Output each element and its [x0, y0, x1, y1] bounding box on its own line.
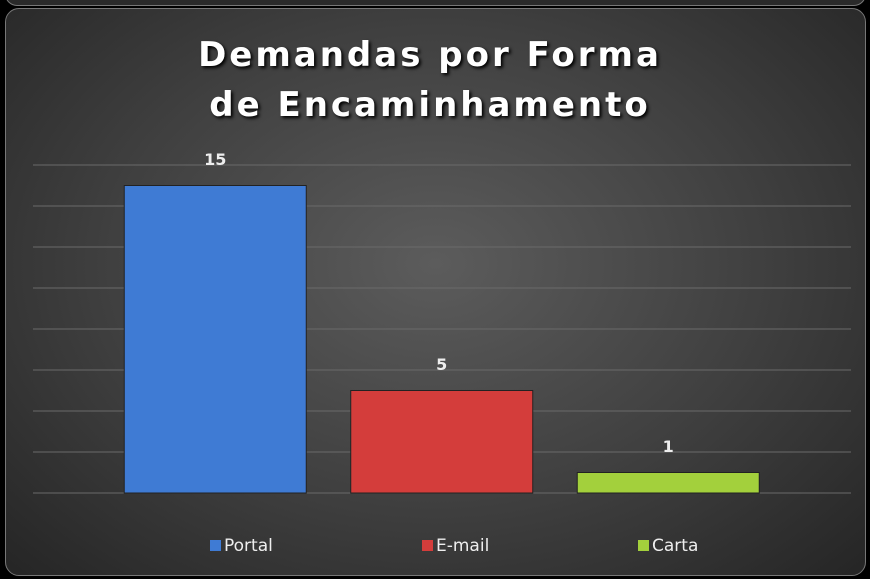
bar — [350, 390, 534, 494]
data-label: 15 — [204, 150, 226, 169]
legend-label: E-mail — [436, 536, 489, 556]
legend-label: Carta — [652, 536, 698, 556]
data-label: 5 — [436, 355, 447, 374]
chart-title: Demandas por Forma de Encaminhamento — [198, 35, 662, 125]
legend-swatch — [638, 540, 649, 551]
legend-swatch — [210, 540, 221, 551]
data-label: 1 — [663, 437, 674, 456]
bar — [123, 185, 307, 494]
legend-swatch — [422, 540, 433, 551]
legend-label: Portal — [224, 536, 273, 556]
bar — [576, 472, 760, 494]
